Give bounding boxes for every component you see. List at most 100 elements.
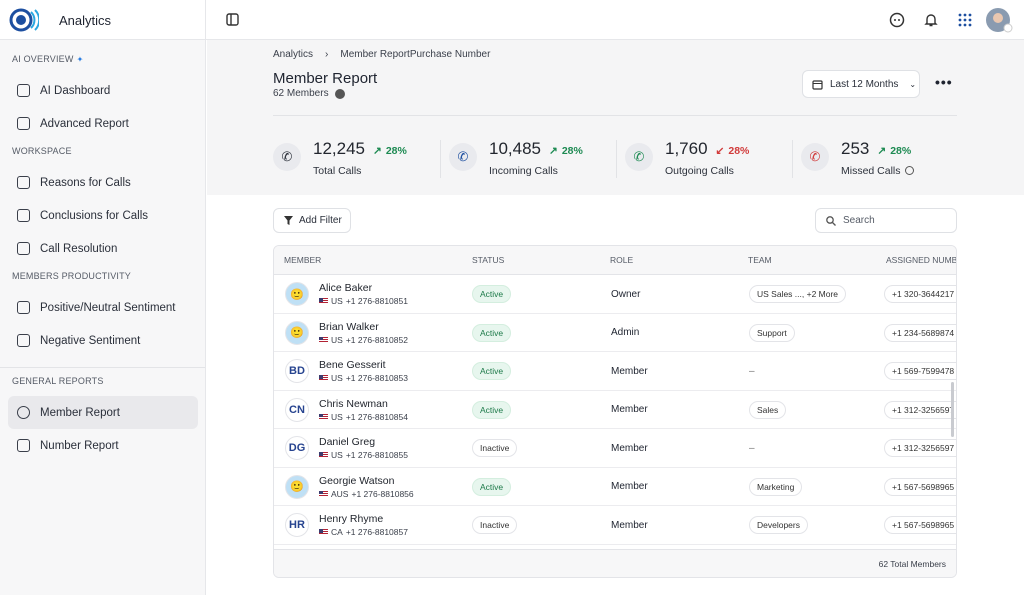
- nav-item[interactable]: Conclusions for Calls: [8, 199, 198, 232]
- breadcrumb-separator: ›: [325, 49, 329, 60]
- member-avatar: 🙂: [285, 282, 309, 306]
- member-count-text: 62 Members: [273, 88, 329, 99]
- team-cell: –: [749, 429, 875, 467]
- country-code: US: [331, 334, 343, 345]
- nav-label: Call Resolution: [40, 242, 118, 255]
- section-title-text: AI OVERVIEW: [12, 54, 74, 64]
- nav-item[interactable]: Negative Sentiment: [8, 324, 198, 357]
- country-code: US: [331, 450, 343, 460]
- country-code: CA: [331, 527, 343, 537]
- nav-icon: [17, 176, 30, 189]
- status-pill: Active: [472, 362, 512, 380]
- phone-number: +1 276-8810855: [345, 450, 408, 460]
- stat-change-value: 28%: [385, 145, 407, 157]
- table-row[interactable]: BD Bene Gesserit US +1 276-8810853 Active Mem…: [274, 352, 956, 391]
- member-avatar: 🙂: [285, 474, 309, 499]
- nav-item[interactable]: Call Resolution: [8, 232, 198, 265]
- trend-arrow: ↙: [715, 145, 725, 157]
- number-cell: +1 569-7599478: [884, 352, 956, 390]
- number-cell: +1 234-5689874: [884, 314, 956, 352]
- member-phone: US +1 276-8810851: [319, 296, 408, 306]
- add-filter-button[interactable]: Add Filter: [273, 208, 351, 233]
- section-title-text: WORKSPACE: [12, 146, 72, 156]
- assigned-number: +1 234-5689874: [884, 323, 956, 342]
- nav-item[interactable]: Number Report: [8, 429, 198, 462]
- member-name: Alice Baker: [319, 282, 373, 294]
- member-cell: BD Bene Gesserit US +1 276-8810853: [274, 352, 462, 390]
- table-row[interactable]: 🙂 Brian Walker US +1 276-8810852 Active Admin…: [274, 314, 956, 352]
- phone-number: +1 276-8810853: [345, 373, 408, 383]
- notifications-icon[interactable]: [923, 12, 939, 28]
- nav-icon: [17, 117, 30, 130]
- trend-arrow: ↗: [877, 145, 887, 157]
- member-phone: CA +1 276-8810857: [319, 527, 408, 537]
- team-pill: US Sales ..., +2 More: [749, 285, 847, 303]
- stat-card: ✆ 1,760 ↙ 28% Outgoing Calls: [625, 135, 795, 185]
- section-title-text: GENERAL REPORTS: [12, 376, 104, 386]
- user-avatar[interactable]: [985, 7, 1013, 33]
- more-menu[interactable]: •••: [935, 74, 953, 90]
- member-cell: CN Chris Newman US +1 276-8810854: [274, 391, 462, 429]
- stat-icon: ✆: [273, 143, 301, 171]
- stat-number: 12,245: [313, 139, 365, 158]
- member-name: Bene Gesserit: [319, 359, 386, 371]
- breadcrumb-item[interactable]: Analytics: [273, 49, 314, 60]
- sidebar-toggle[interactable]: [226, 13, 239, 26]
- nav-item[interactable]: AI Dashboard: [8, 74, 198, 107]
- member-phone: AUS +1 276-8810856: [319, 489, 414, 499]
- member-name: Daniel Greg: [319, 436, 376, 448]
- nav-label: Reasons for Calls: [40, 176, 131, 189]
- nav-icon: [17, 209, 30, 222]
- search-placeholder: Search: [843, 215, 875, 226]
- stat-change: ↗ 28%: [373, 145, 407, 157]
- chevron: ⌄: [909, 79, 917, 89]
- table-row[interactable]: DG Daniel Greg US +1 276-8810855 Inactive Mem…: [274, 429, 956, 468]
- member-count: 62 Members: [273, 88, 345, 99]
- assigned-number: +1 569-7599478: [884, 362, 956, 380]
- team-cell: US Sales ..., +2 More: [749, 275, 875, 313]
- search-box[interactable]: Search: [815, 208, 957, 233]
- number-cell: +1 567-5698965: [884, 468, 956, 506]
- country-flag: [319, 490, 328, 497]
- date-range-text: Last 12 Months: [830, 78, 899, 90]
- nav-item[interactable]: Positive/Neutral Sentiment: [8, 291, 198, 324]
- nav-icon: [17, 406, 30, 419]
- stat-label: Incoming Calls: [489, 165, 558, 177]
- stat-label-text: Total Calls: [313, 165, 362, 177]
- table-row[interactable]: HR Henry Rhyme CA +1 276-8810857 Inactive Mem…: [274, 506, 956, 545]
- stat-label-text: Outgoing Calls: [665, 165, 734, 177]
- nav-item[interactable]: Member Report: [8, 396, 198, 429]
- member-name: Brian Walker: [319, 320, 379, 333]
- date-range-picker[interactable]: Last 12 Months ⌄: [802, 70, 920, 98]
- stat-label-text: Incoming Calls: [489, 165, 558, 177]
- stat-value: 253 ↗ 28%: [841, 139, 911, 159]
- app-name: Analytics: [59, 13, 112, 28]
- nav-item[interactable]: Reasons for Calls: [8, 166, 198, 199]
- team-cell: Support: [749, 314, 875, 352]
- info-icon[interactable]: [904, 166, 914, 175]
- stat-number: 1,760: [665, 139, 708, 158]
- table-row[interactable]: CN Chris Newman US +1 276-8810854 Active Memb…: [274, 391, 956, 429]
- nav-icon: [17, 84, 30, 97]
- table-row[interactable]: 🙂 Georgie Watson AUS +1 276-8810856 Active Me…: [274, 468, 956, 506]
- table-row[interactable]: 🙂 Alice Baker US +1 276-8810851 Active Owner U…: [274, 275, 956, 314]
- stat-label: Outgoing Calls: [665, 165, 734, 177]
- top-bar: Analytics: [0, 0, 1024, 40]
- team-cell: Developers: [749, 506, 875, 544]
- member-initials: CN: [285, 397, 309, 422]
- info-icon[interactable]: [334, 88, 345, 99]
- team-pill: –: [749, 442, 755, 454]
- assistant-icon[interactable]: [889, 12, 905, 28]
- assigned-number: +1 567-5698965: [884, 516, 956, 534]
- scrollbar: [951, 382, 954, 437]
- member-initials: DG: [285, 436, 309, 460]
- country-flag: [319, 375, 328, 381]
- stat-label: Total Calls: [313, 165, 361, 177]
- member-name: Georgie Watson: [319, 474, 395, 487]
- section-title: MEMBERS PRODUCTIVITY: [0, 265, 205, 291]
- apps-icon[interactable]: [957, 12, 973, 28]
- phone-number: +1 276-8810857: [345, 527, 408, 537]
- nav-item[interactable]: Advanced Report: [8, 107, 198, 140]
- total-members: 62 Total Members: [878, 558, 946, 569]
